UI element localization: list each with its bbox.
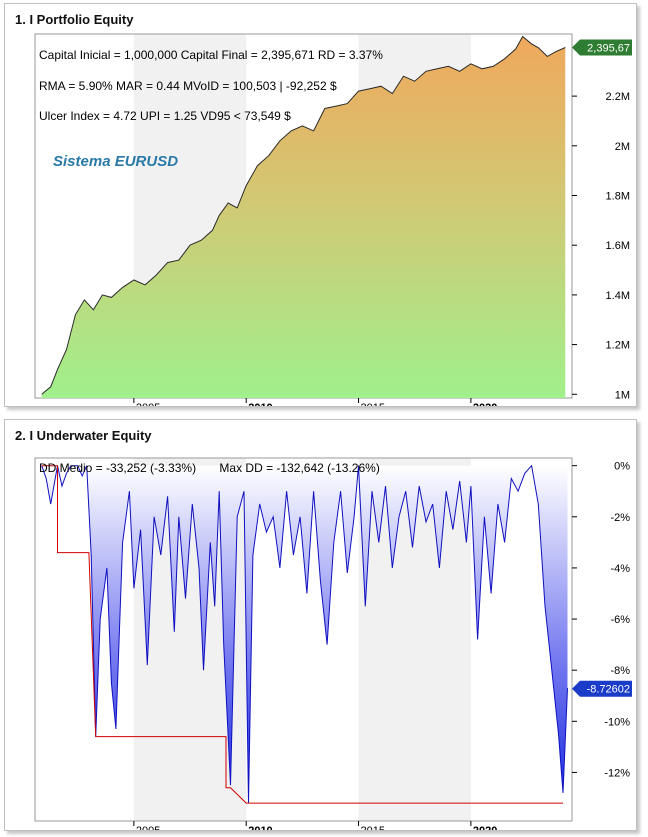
y-tick-label: -2% xyxy=(610,512,630,524)
y-tick-label: 1M xyxy=(615,389,630,401)
info-line-2: RMA = 5.90% MAR = 0.44 MVoID = 100,503 |… xyxy=(39,79,337,93)
x-tick-label: 2005 xyxy=(136,825,160,830)
system-annotation: Sistema EURUSD xyxy=(53,153,178,170)
dd-info-line: DD Medio = -33,252 (-3.33%) Max DD = -13… xyxy=(39,461,380,475)
max-dd-line xyxy=(41,465,563,804)
y-tick-label: -12% xyxy=(604,767,630,779)
x-tick-label: 2005 xyxy=(136,402,160,406)
y-tick-label: 0% xyxy=(614,461,630,473)
x-tick-label: 2020 xyxy=(473,825,497,830)
y-tick-label: -6% xyxy=(610,614,630,626)
y-tick-label: 1.6M xyxy=(606,240,630,252)
y-tick-label: -8% xyxy=(610,665,630,677)
drawdown-area xyxy=(41,465,568,804)
equity-area xyxy=(41,36,566,398)
y-tick-label: 1.4M xyxy=(606,290,630,302)
underwater-equity-chart: 2005201020152020 0%-2%-4%-6%-8%-10%-12% … xyxy=(34,457,632,830)
underwater-equity-panel: 2. I Underwater Equity 2005201020152020 … xyxy=(4,419,637,831)
portfolio-equity-panel: 1. I Portfolio Equity 2005 2010 2015 2020 1… xyxy=(4,3,637,407)
info-line-3: Ulcer Index = 4.72 UPI = 1.25 VD95 < 73,… xyxy=(39,109,291,123)
x-tick-label: 2015 xyxy=(361,825,385,830)
x-tick-label: 2020 xyxy=(473,402,497,406)
info-line-1: Capital Inicial = 1,000,000 Capital Fina… xyxy=(39,48,383,62)
last-value-tag xyxy=(572,680,632,697)
portfolio-equity-chart: 2005 2010 2015 2020 1M 1.2M 1.4M 1.6M 1.8M 2M 2.2… xyxy=(34,33,632,406)
x-tick-label: 2010 xyxy=(248,825,272,830)
drawdown-line xyxy=(41,464,568,804)
last-value-label: 2,395,67 xyxy=(587,42,630,54)
x-tick-label: 2010 xyxy=(248,402,272,406)
y-tick-label: 2.2M xyxy=(606,91,630,103)
y-tick-label: -10% xyxy=(604,716,630,728)
y-tick-label: 1.8M xyxy=(606,191,630,203)
underwater-equity-title: 2. I Underwater Equity xyxy=(15,428,152,443)
y-tick-label: -4% xyxy=(610,563,630,575)
y-tick-label: 2M xyxy=(615,141,630,153)
y-tick-label: 1.2M xyxy=(606,340,630,352)
portfolio-equity-title: 1. I Portfolio Equity xyxy=(15,12,134,27)
equity-line xyxy=(41,35,566,395)
last-value-label: -8.72602 xyxy=(587,684,630,696)
x-tick-label: 2015 xyxy=(361,402,385,406)
last-value-tag xyxy=(572,39,632,56)
